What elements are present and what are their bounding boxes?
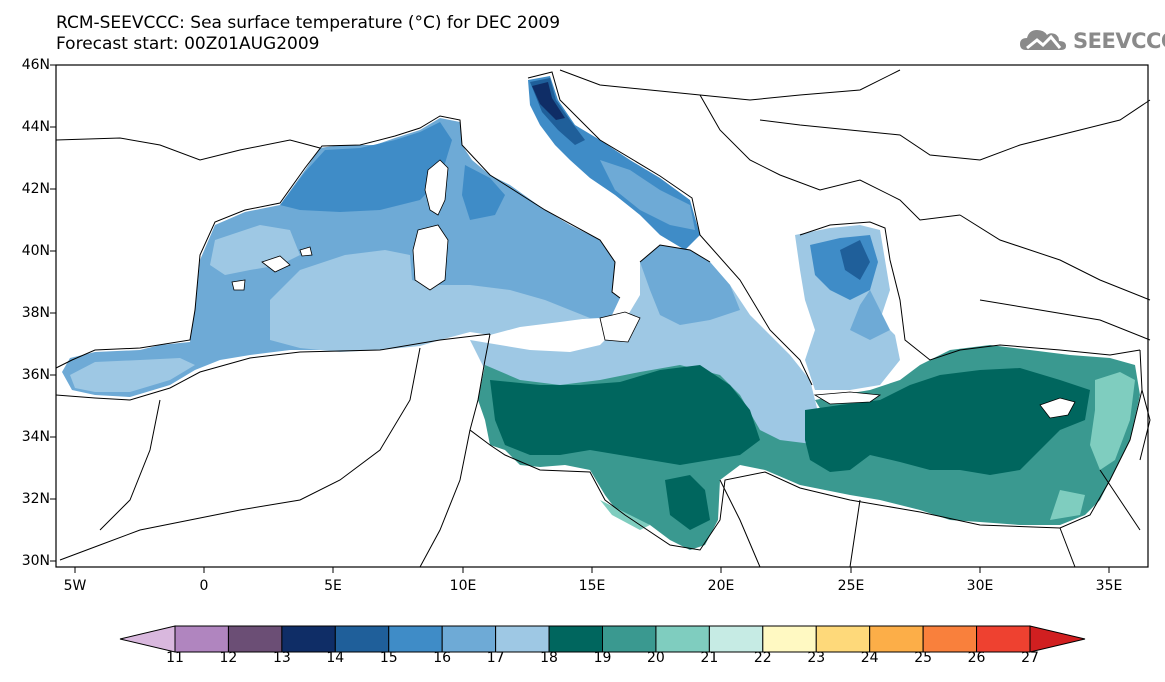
colorbar-segment bbox=[922, 625, 978, 653]
lat-label: 30N bbox=[21, 553, 50, 569]
colorbar-segment bbox=[388, 625, 443, 653]
coastlines bbox=[55, 69, 1151, 568]
colorbar-label: 27 bbox=[1021, 650, 1039, 666]
map-frame bbox=[55, 64, 1149, 568]
lat-label: 32N bbox=[21, 491, 50, 507]
lon-label: 5W bbox=[63, 578, 87, 594]
lat-label: 36N bbox=[21, 367, 50, 383]
colorbar-label: 21 bbox=[700, 650, 719, 666]
colorbar-segment bbox=[281, 625, 336, 653]
sea-surface-field bbox=[62, 76, 1140, 550]
lon-label: 20E bbox=[707, 578, 735, 594]
colorbar-label: 20 bbox=[647, 650, 665, 666]
colorbar-segment bbox=[441, 625, 497, 653]
colorbar-label: 26 bbox=[967, 650, 986, 666]
colorbar-segment bbox=[815, 625, 871, 653]
lat-label: 40N bbox=[21, 243, 50, 259]
colorbar-label: 25 bbox=[914, 650, 933, 666]
colorbar-segment bbox=[655, 625, 710, 653]
colorbar-segment bbox=[174, 625, 229, 653]
colorbar-segment bbox=[548, 625, 603, 653]
colorbar-label: 13 bbox=[272, 650, 291, 666]
lat-label: 38N bbox=[21, 305, 50, 321]
lon-label: 10E bbox=[449, 578, 477, 594]
colorbar-segment bbox=[495, 625, 550, 653]
colorbar-label: 14 bbox=[326, 650, 345, 666]
colorbar bbox=[119, 625, 1086, 653]
lon-label: 5E bbox=[324, 578, 342, 594]
lat-label: 44N bbox=[21, 119, 50, 135]
lon-label: 30E bbox=[966, 578, 994, 594]
lat-label: 42N bbox=[21, 181, 50, 197]
colorbar-label: 22 bbox=[753, 650, 772, 666]
cloud-icon bbox=[1020, 30, 1066, 50]
lat-label: 46N bbox=[21, 57, 50, 73]
colorbar-label: 18 bbox=[540, 650, 558, 666]
lon-ticks bbox=[74, 567, 1110, 573]
colorbar-label: 15 bbox=[379, 650, 398, 666]
colorbar-segment bbox=[119, 625, 176, 653]
colorbar-label: 24 bbox=[860, 650, 879, 666]
colorbar-segment bbox=[869, 625, 924, 653]
colorbar-segment bbox=[227, 625, 283, 653]
colorbar-segment bbox=[762, 625, 817, 653]
colorbar-segment bbox=[602, 625, 657, 653]
logo-text: SEEVCCC bbox=[1073, 29, 1165, 53]
colorbar-label: 11 bbox=[166, 650, 184, 666]
lon-label: 0 bbox=[199, 578, 209, 594]
lat-ticks bbox=[50, 64, 56, 562]
lon-label: 15E bbox=[578, 578, 606, 594]
colorbar-label: 16 bbox=[433, 650, 452, 666]
lon-label: 35E bbox=[1095, 578, 1123, 594]
colorbar-label: 19 bbox=[593, 650, 612, 666]
colorbar-segment bbox=[976, 625, 1031, 653]
lon-label: 25E bbox=[837, 578, 865, 594]
colorbar-segment bbox=[1029, 625, 1086, 653]
forecast-start-label: Forecast start: 00Z01AUG2009 bbox=[56, 34, 320, 54]
colorbar-label: 17 bbox=[486, 650, 505, 666]
colorbar-label: 23 bbox=[807, 650, 826, 666]
colorbar-segment bbox=[334, 625, 390, 653]
lat-label: 34N bbox=[21, 429, 50, 445]
seevccc-logo: SEEVCCC bbox=[1018, 24, 1165, 58]
colorbar-segment bbox=[708, 625, 764, 653]
colorbar-label: 12 bbox=[219, 650, 238, 666]
map-title: RCM-SEEVCCC: Sea surface temperature (°C… bbox=[56, 13, 561, 33]
